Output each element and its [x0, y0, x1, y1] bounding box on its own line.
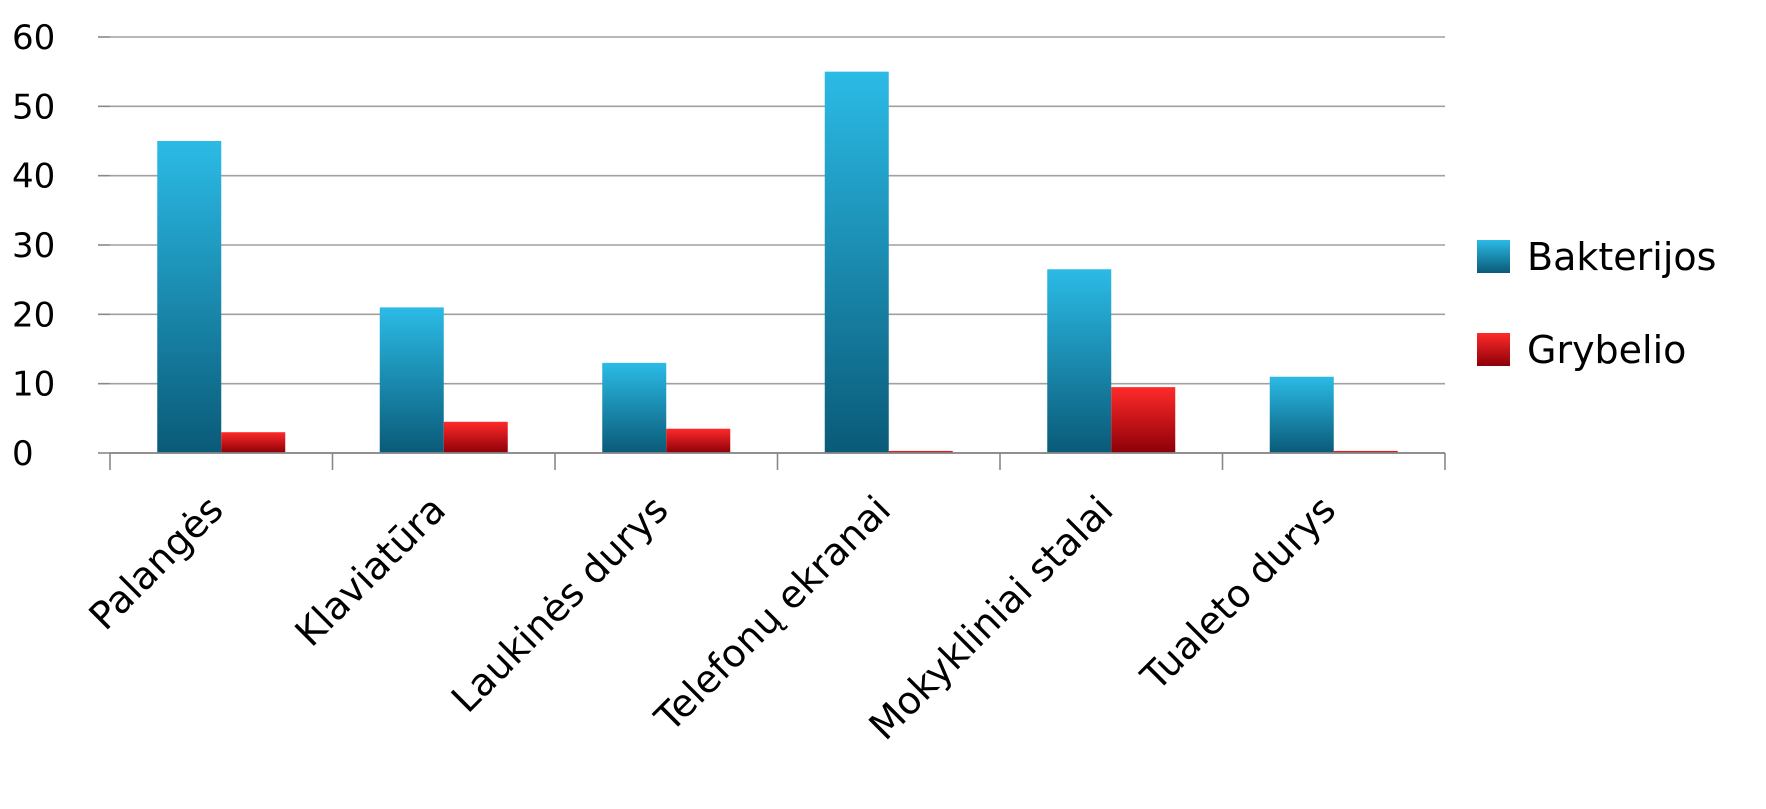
y-tick-label: 40 [12, 157, 55, 197]
legend-swatch-bakterijos [1477, 240, 1510, 273]
bar-bakterijos-2 [602, 362, 667, 453]
y-tick-label: 20 [12, 295, 55, 335]
x-tick-label: Telefonų ekranai [646, 487, 899, 740]
y-tick-label: 60 [12, 18, 55, 58]
x-tick-label: Palangės [80, 487, 231, 638]
y-tick-label: 30 [12, 226, 55, 266]
gridlines [98, 36, 1445, 454]
x-tick-label: Laukinės durys [443, 487, 677, 721]
bars [157, 71, 1398, 454]
y-tick-label: 10 [12, 365, 55, 405]
legend-swatch-grybelio [1477, 333, 1510, 366]
legend-label-grybelio: Grybelio [1527, 328, 1686, 372]
bar-bakterijos-0 [157, 141, 222, 453]
bar-grybelio-1 [443, 421, 508, 453]
y-tick-label: 0 [12, 434, 34, 474]
x-tick-label: Klaviatūra [287, 487, 455, 655]
y-tick-label: 50 [12, 87, 55, 127]
bar-grybelio-5 [1333, 450, 1398, 453]
bar-bakterijos-4 [1047, 269, 1112, 453]
x-axis [109, 452, 1446, 470]
y-axis-ticks: 0 10 20 30 40 50 60 [12, 18, 55, 474]
bar-bakterijos-5 [1269, 376, 1334, 453]
x-tick-label: Tualeto durys [1132, 487, 1344, 699]
legend-label-bakterijos: Bakterijos [1527, 235, 1716, 279]
bar-grybelio-2 [666, 428, 731, 453]
bar-bakterijos-3 [824, 71, 889, 454]
legend: Bakterijos Grybelio [1477, 235, 1716, 372]
bar-grybelio-4 [1111, 387, 1176, 453]
bar-grybelio-3 [888, 450, 953, 453]
bar-grybelio-0 [221, 432, 286, 453]
x-tick-label: Mokykliniai stalai [861, 487, 1122, 748]
bar-bakterijos-1 [379, 307, 444, 453]
